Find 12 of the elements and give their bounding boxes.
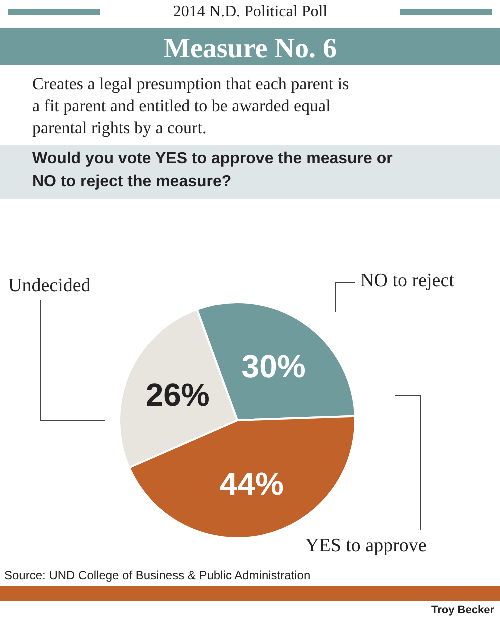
data-label: 30% bbox=[242, 348, 306, 385]
slice-label: YES to approve bbox=[306, 536, 427, 556]
data-label: 44% bbox=[220, 466, 284, 502]
text: 2014 N.D. Political Poll bbox=[173, 4, 328, 20]
chart-subtitle: Creates a legal presumption that each parent is a fit parent and entitled to be awarded equal parental rights by a court. bbox=[32, 74, 350, 138]
text: Troy Becker bbox=[432, 604, 496, 616]
slice-label: NO to reject bbox=[360, 270, 456, 292]
chart-title: Measure No. 6 bbox=[164, 34, 337, 64]
source-note: Source: UND College of Business & Public Administration bbox=[4, 568, 311, 582]
text: Would you vote YES to approve the measure or NO to reject the measure? bbox=[32, 150, 393, 190]
data-label: 26% bbox=[146, 376, 210, 413]
slice-label: Undecided bbox=[8, 276, 92, 296]
